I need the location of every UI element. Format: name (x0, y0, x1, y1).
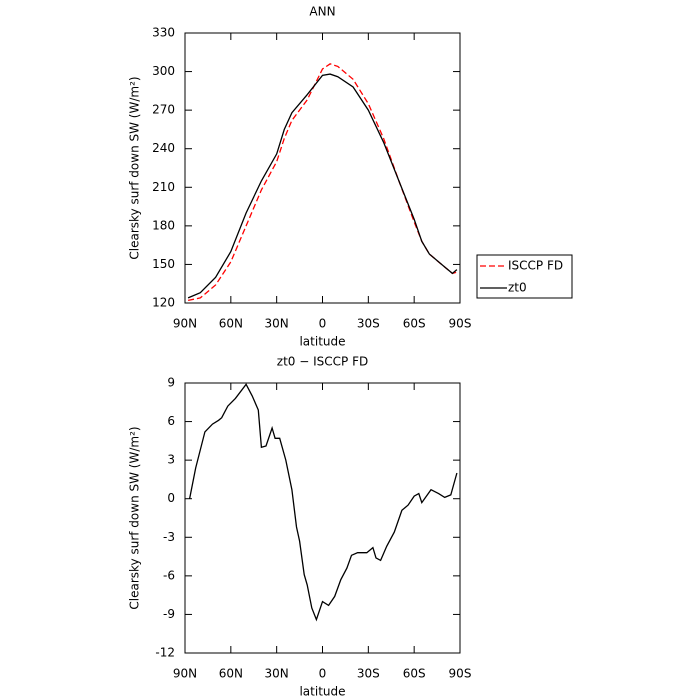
y-tick-label: -3 (163, 530, 175, 544)
y-tick-label: 180 (152, 218, 175, 232)
x-tick-label: 90S (449, 317, 472, 331)
x-axis-label: latitude (299, 685, 345, 699)
legend-label: ISCCP FD (508, 259, 563, 273)
x-tick-label: 90N (173, 317, 197, 331)
x-tick-label: 30N (265, 667, 289, 681)
y-tick-label: -6 (163, 568, 175, 582)
y-tick-label: 9 (167, 376, 175, 390)
y-tick-label: 210 (152, 180, 175, 194)
y-tick-label: 270 (152, 103, 175, 117)
x-tick-label: 60S (403, 667, 426, 681)
data-line (187, 63, 458, 302)
data-line (188, 383, 458, 622)
plot-frame (184, 32, 461, 304)
y-tick-label: 6 (167, 414, 175, 428)
y-tick-label: 150 (152, 257, 175, 271)
y-tick-label: 0 (167, 491, 175, 505)
y-tick-label: 240 (152, 141, 175, 155)
plot-frame (184, 382, 461, 654)
y-axis-label: Clearsky surf down SW (W/m²) (128, 426, 142, 609)
legend-box (476, 254, 573, 299)
y-tick-label: -12 (155, 646, 175, 660)
chart-title: zt0 − ISCCP FD (277, 355, 368, 369)
chart-title: ANN (309, 5, 335, 19)
y-axis-label: Clearsky surf down SW (W/m²) (128, 76, 142, 259)
y-tick-label: 330 (152, 26, 175, 40)
x-tick-label: 60N (219, 667, 243, 681)
data-line (187, 73, 458, 299)
x-tick-label: 30S (357, 317, 380, 331)
y-tick-label: -9 (163, 607, 175, 621)
y-tick-label: 300 (152, 64, 175, 78)
legend-label: zt0 (508, 281, 527, 295)
x-tick-label: 90N (173, 667, 197, 681)
x-axis-label: latitude (299, 335, 345, 349)
x-tick-label: 0 (319, 317, 327, 331)
y-tick-label: 120 (152, 296, 175, 310)
x-tick-label: 90S (449, 667, 472, 681)
x-tick-label: 30S (357, 667, 380, 681)
x-tick-label: 60N (219, 317, 243, 331)
x-tick-label: 60S (403, 317, 426, 331)
x-tick-label: 30N (265, 317, 289, 331)
x-tick-label: 0 (319, 667, 327, 681)
y-tick-label: 3 (167, 453, 175, 467)
